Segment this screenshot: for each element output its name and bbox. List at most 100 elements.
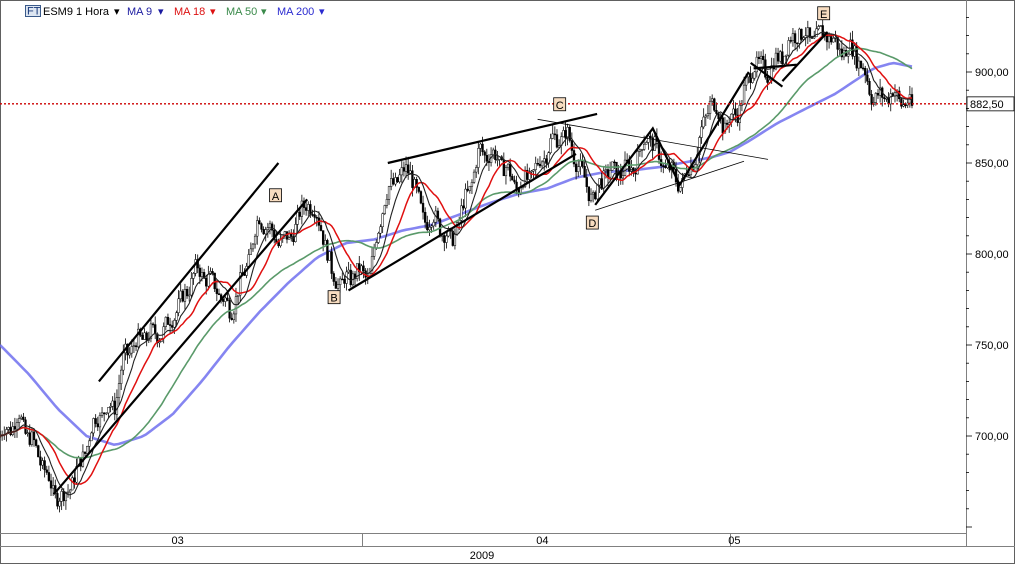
candle-body <box>511 176 514 181</box>
candle-body <box>566 126 569 139</box>
candle-body <box>849 39 852 55</box>
candle-body <box>647 135 650 143</box>
candle-body <box>736 114 739 123</box>
candle-body <box>711 98 714 102</box>
candle-body <box>37 445 40 458</box>
candle-body <box>128 352 131 356</box>
candle-body <box>564 130 567 139</box>
trend-line <box>750 62 784 88</box>
x-axis: 03 04 05 2009 <box>171 533 741 562</box>
candle-body <box>813 36 816 39</box>
candle-body <box>774 52 778 70</box>
candle-body <box>866 74 869 82</box>
ticker-icon[interactable] <box>25 5 41 17</box>
candle-body <box>188 294 191 297</box>
candle-body <box>24 419 27 434</box>
candle-body <box>859 60 863 69</box>
candle-body <box>819 25 822 27</box>
candle-body <box>864 68 867 76</box>
candle-body <box>583 165 586 178</box>
candle-body <box>103 412 106 415</box>
candle-body <box>687 174 690 176</box>
candle-body <box>472 171 476 183</box>
candle-body <box>606 169 610 178</box>
candle-body <box>370 256 374 274</box>
candle-body <box>779 51 782 62</box>
legend-ma200[interactable]: MA 200 <box>277 6 314 18</box>
chevron-down-icon[interactable]: ▾ <box>158 6 164 18</box>
wave-label-box <box>817 6 831 21</box>
candle-body <box>600 178 603 189</box>
candle-body <box>796 42 799 45</box>
candle-body <box>94 418 97 424</box>
candle-body <box>702 116 705 128</box>
ma50-line <box>0 47 913 459</box>
candle-body <box>228 300 231 319</box>
candle-body <box>202 272 206 279</box>
chevron-down-icon[interactable]: ▾ <box>114 6 120 18</box>
legend: FT ESM9 1 Hora ▾ MA 9 ▾ MA 18 ▾ MA 50 ▾ … <box>25 5 325 18</box>
candle-body <box>530 170 533 173</box>
candle-body <box>634 172 637 175</box>
candle-body <box>92 418 95 434</box>
candle-body <box>315 217 318 219</box>
candle-body <box>581 160 584 167</box>
candle-body <box>143 332 146 340</box>
candle-body <box>404 164 408 172</box>
candle-body <box>30 431 34 445</box>
candle-body <box>141 334 144 340</box>
candle-body <box>130 346 133 354</box>
candle-body <box>326 240 329 261</box>
candle-body <box>762 55 765 60</box>
candle-body <box>759 55 763 60</box>
candle-body <box>217 293 221 295</box>
candle-body <box>419 191 423 204</box>
ticker-label[interactable]: ESM9 1 Hora <box>43 6 110 18</box>
candle-body <box>808 27 812 38</box>
candle-body <box>387 186 391 200</box>
legend-ma9[interactable]: MA 9 <box>127 6 152 18</box>
candle-body <box>166 316 170 325</box>
candle-body <box>69 489 72 493</box>
candle-body <box>58 501 61 507</box>
candle-body <box>355 263 359 279</box>
candle-body <box>791 33 795 41</box>
candle-body <box>330 251 333 274</box>
candle-body <box>158 341 161 344</box>
y-tick-label: 750,00 <box>975 340 1009 352</box>
candle-body <box>26 432 29 435</box>
legend-ma50[interactable]: MA 50 <box>226 6 257 18</box>
chevron-down-icon[interactable]: ▾ <box>261 6 267 18</box>
year-label: 2009 <box>470 550 494 562</box>
candle-body <box>298 211 301 217</box>
chevron-down-icon[interactable]: ▾ <box>319 6 325 18</box>
candle-body <box>732 108 735 115</box>
candle-body <box>43 460 46 471</box>
candle-body <box>17 418 21 423</box>
wave-label: E <box>820 9 827 21</box>
candle-body <box>738 105 741 123</box>
candle-body <box>568 126 571 141</box>
legend-ma18[interactable]: MA 18 <box>174 6 205 18</box>
candle-body <box>721 117 724 134</box>
candle-body <box>230 317 233 320</box>
candle-body <box>426 222 429 231</box>
candle-body <box>615 161 618 180</box>
candle-body <box>538 163 542 167</box>
candle-body <box>154 324 157 335</box>
candle-body <box>526 169 529 180</box>
candle-body <box>870 94 873 105</box>
candle-body <box>717 113 720 120</box>
chevron-down-icon[interactable]: ▾ <box>210 6 216 18</box>
candle-body <box>640 149 644 151</box>
candle-body <box>857 60 861 69</box>
candle-body <box>41 460 44 466</box>
candle-body <box>171 325 174 328</box>
candle-body <box>222 298 225 302</box>
candle-body <box>51 485 55 489</box>
candle-body <box>776 52 780 62</box>
candle-body <box>723 122 727 134</box>
current-price-tag <box>966 96 1015 112</box>
candle-body <box>234 296 238 315</box>
